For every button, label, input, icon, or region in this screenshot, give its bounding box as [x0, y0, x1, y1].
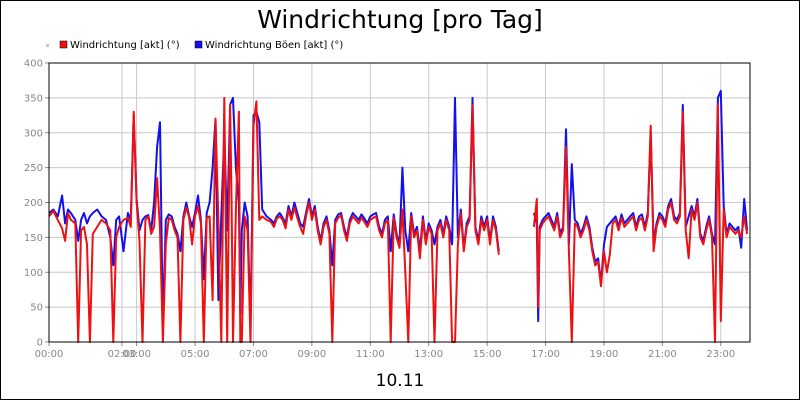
y-tick-label: 350	[24, 93, 43, 104]
x-tick-label: 03:00	[122, 349, 151, 360]
y-tick-label: 0	[37, 338, 43, 349]
legend: Windrichtung [akt] (°) Windrichtung Böen…	[46, 40, 343, 51]
x-tick-label: 09:00	[297, 349, 326, 360]
x-tick-label: 21:00	[648, 349, 677, 360]
plot-area-border	[48, 62, 751, 343]
chart-title: Windrichtung [pro Tag]	[257, 5, 543, 34]
y-tick-label: 250	[24, 163, 43, 174]
x-axis-label: 10.11	[376, 371, 425, 391]
series-line-wind-direction	[48, 96, 749, 343]
y-tick-label: 100	[24, 268, 43, 279]
x-tick-label: 19:00	[590, 349, 619, 360]
y-tick-label: 150	[24, 233, 43, 244]
legend-swatch-gust-direction	[194, 40, 203, 49]
y-tick-label: 50	[30, 303, 43, 314]
y-tick-label: 300	[24, 128, 43, 139]
x-tick-label: 23:00	[706, 349, 735, 360]
x-tick-label: 02:00	[108, 349, 137, 360]
legend-swatch-wind-direction	[59, 40, 68, 49]
y-tick-label: 200	[24, 198, 43, 209]
x-tick-label: 00:00	[35, 349, 64, 360]
x-tick-label: 15:00	[473, 349, 502, 360]
legend-label-gust-direction: Windrichtung Böen [akt] (°)	[205, 40, 343, 51]
y-axis-ticks: 0 50 100 150 200 250 300 350 400	[24, 59, 49, 349]
data-series	[48, 89, 749, 343]
x-tick-label: 17:00	[531, 349, 560, 360]
x-tick-label: 13:00	[414, 349, 443, 360]
x-tick-label: 07:00	[239, 349, 268, 360]
x-tick-label: 05:00	[181, 349, 210, 360]
legend-bullet-icon	[46, 44, 49, 47]
legend-label-wind-direction: Windrichtung [akt] (°)	[70, 40, 180, 51]
x-tick-label: 11:00	[356, 349, 385, 360]
y-tick-label: 400	[24, 59, 43, 70]
series-line-gust-direction	[48, 89, 749, 330]
